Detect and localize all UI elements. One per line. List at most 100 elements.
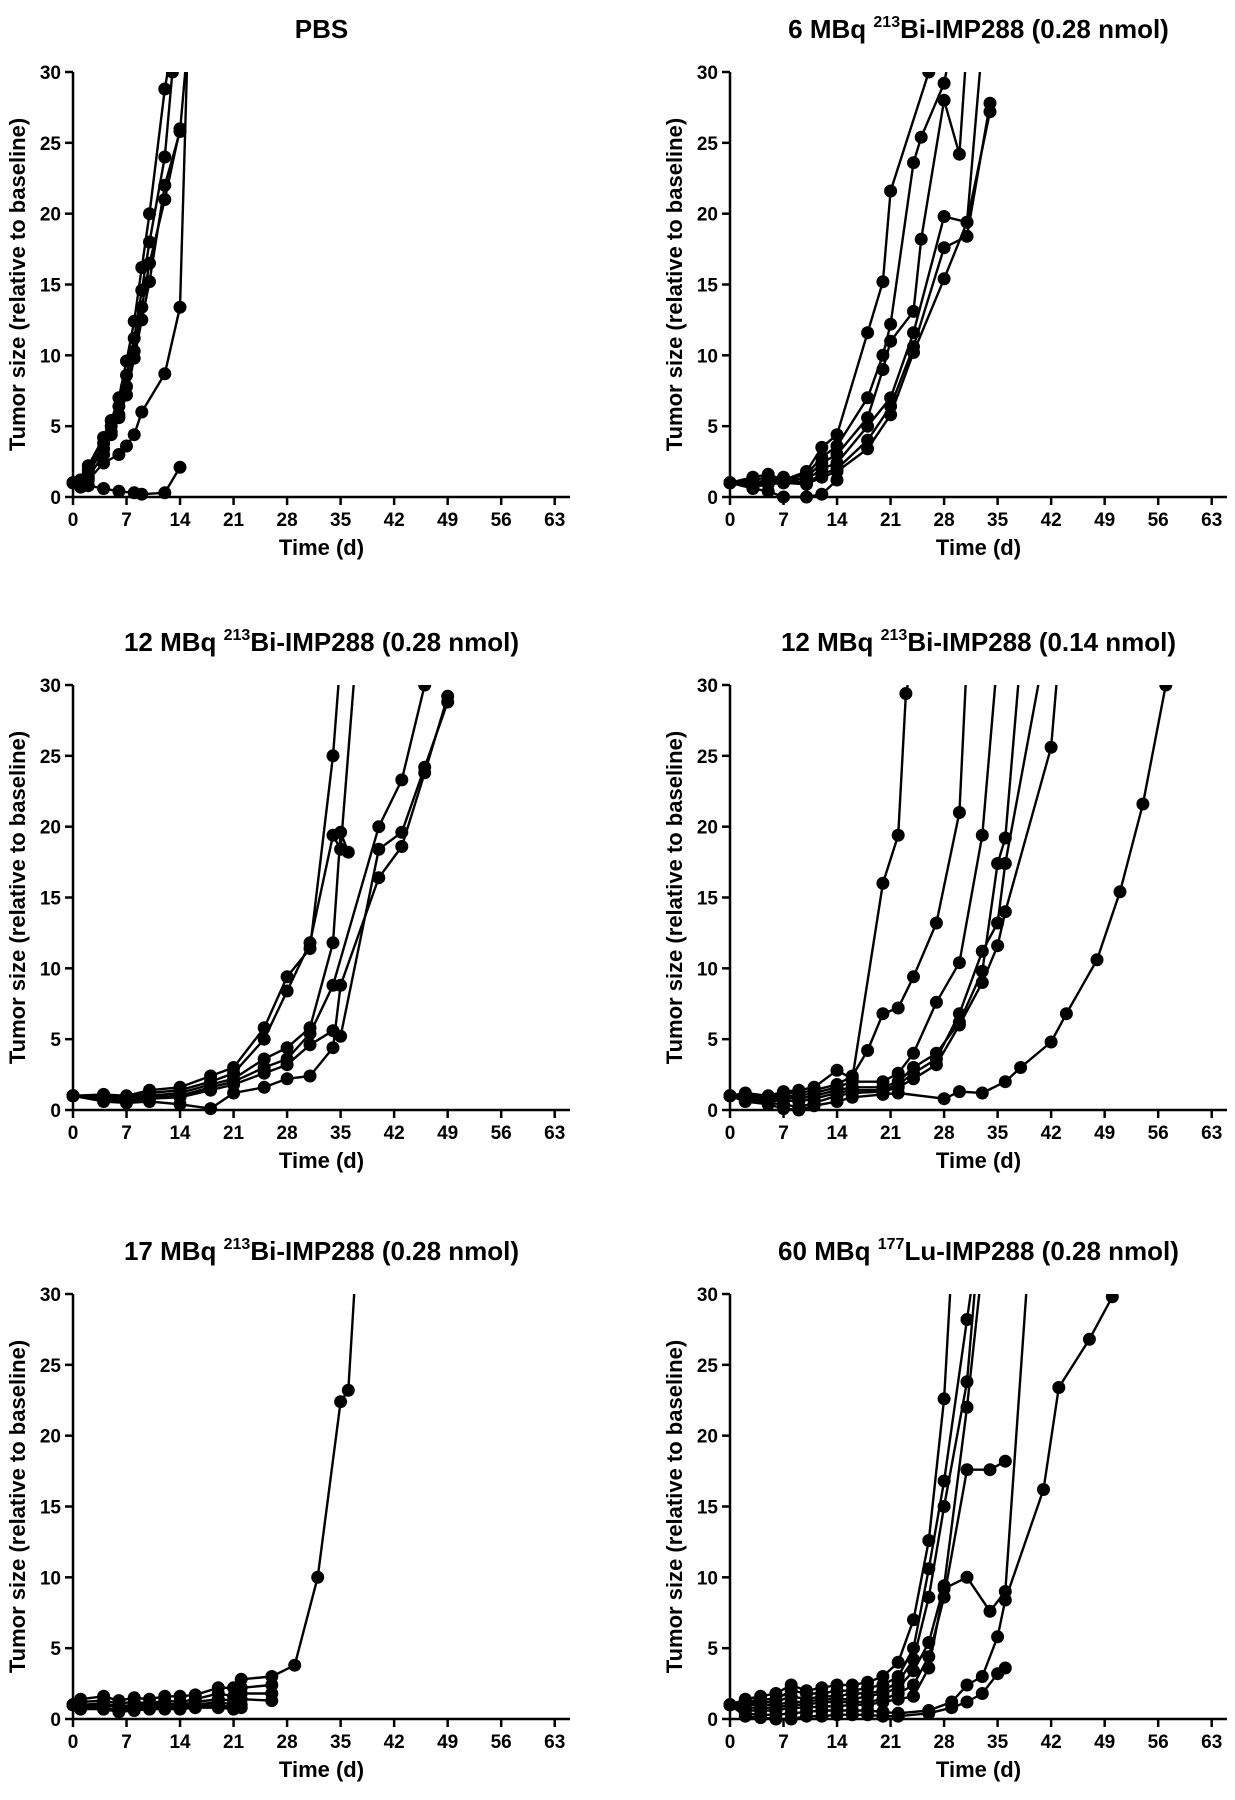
data-point (800, 1709, 813, 1723)
data-point (280, 1058, 294, 1072)
data-point (960, 1570, 974, 1584)
data-point (937, 241, 951, 255)
y-tick-label: 25 (40, 134, 62, 155)
data-point (158, 1702, 172, 1716)
data-point (991, 939, 1005, 953)
data-point (418, 766, 432, 780)
data-point (975, 976, 989, 989)
data-point (143, 1702, 156, 1716)
title-text: Bi-IMP288 (0.28 nmol) (250, 627, 519, 657)
data-point (861, 391, 875, 405)
data-point (334, 978, 348, 992)
data-point (173, 460, 187, 474)
series-line (72, 685, 340, 1098)
y-tick-label: 30 (697, 63, 718, 84)
title-superscript: 213 (224, 627, 251, 644)
title-text: 60 MBq (778, 1236, 878, 1266)
x-tick-label: 21 (223, 1732, 245, 1753)
x-tick-label: 21 (223, 1123, 245, 1144)
y-tick-label: 15 (40, 276, 62, 297)
data-point (280, 1041, 294, 1055)
data-point (97, 1095, 111, 1108)
data-point (907, 1689, 920, 1703)
data-point (135, 487, 149, 501)
data-point (1044, 1035, 1058, 1049)
series-line (729, 1460, 1006, 1709)
x-tick-label: 7 (778, 1732, 789, 1753)
y-tick-label: 0 (50, 1710, 61, 1731)
y-tick-label: 5 (50, 1030, 61, 1051)
data-point (135, 405, 149, 419)
data-point (127, 351, 141, 365)
x-tick-label: 28 (934, 1123, 955, 1144)
data-point (952, 1085, 966, 1099)
series-line (72, 831, 350, 1100)
data-point (112, 448, 126, 461)
x-tick-label: 7 (778, 1123, 789, 1144)
chart-panel-6: 0 5 10 15 20 25 30 0 7 14 21 28 35 42 49 56 63 Time (d) Tu… (662, 1236, 1227, 1782)
data-point (983, 1463, 997, 1477)
series-line (730, 685, 997, 1100)
data-point (761, 484, 775, 498)
data-point (326, 749, 340, 763)
title-text: Lu-IMP288 (0.28 nmol) (904, 1236, 1179, 1266)
data-point (769, 1712, 783, 1726)
data-point (173, 1702, 187, 1716)
data-point (334, 1395, 348, 1409)
x-tick-label: 28 (934, 1732, 955, 1753)
data-point (81, 479, 95, 493)
data-point (876, 1709, 890, 1723)
y-tick-label: 0 (50, 1101, 61, 1122)
data-point (143, 1095, 156, 1108)
data-point (418, 685, 432, 692)
title-superscript: 213 (224, 1236, 251, 1253)
data-point (922, 72, 936, 79)
data-point (211, 1701, 225, 1715)
data-point (280, 1072, 294, 1086)
data-point (1136, 797, 1150, 811)
y-tick-label: 20 (697, 205, 718, 226)
series-group (66, 72, 189, 501)
data-point (983, 1604, 997, 1618)
data-point (998, 1661, 1012, 1675)
x-tick-label: 63 (544, 1123, 565, 1144)
x-tick-label: 63 (1201, 1732, 1222, 1753)
x-tick-label: 21 (880, 1123, 902, 1144)
x-tick-label: 42 (384, 1123, 405, 1144)
x-tick-label: 35 (330, 1732, 352, 1753)
data-point (876, 1087, 890, 1101)
y-tick-label: 0 (707, 1710, 718, 1731)
x-tick-label: 42 (1041, 1123, 1062, 1144)
data-point (97, 482, 111, 495)
data-point (1159, 685, 1173, 692)
title-text: 12 MBq (124, 627, 224, 657)
data-point (74, 1702, 88, 1716)
y-tick-label: 25 (697, 747, 719, 768)
data-point (165, 72, 179, 79)
data-point (66, 1089, 80, 1103)
x-tick-label: 49 (437, 510, 458, 531)
series-line (729, 685, 909, 1098)
data-point (952, 806, 966, 819)
data-point (1014, 1061, 1028, 1074)
y-tick-label: 10 (697, 959, 718, 980)
data-point (861, 326, 875, 340)
series-line (729, 1296, 1114, 1717)
data-point (815, 470, 829, 484)
data-point (303, 1038, 317, 1052)
x-tick-label: 14 (169, 1732, 191, 1753)
data-point (173, 300, 187, 314)
series-line (72, 701, 449, 1103)
data-point (807, 1099, 821, 1113)
title-text: Bi-IMP288 (0.28 nmol) (250, 1236, 519, 1266)
data-point (907, 156, 920, 170)
y-tick-label: 0 (50, 488, 61, 509)
x-tick-label: 0 (68, 1732, 79, 1753)
data-point (952, 1018, 966, 1032)
data-point (104, 428, 118, 442)
series-line (72, 685, 426, 1102)
data-point (845, 1090, 859, 1104)
data-point (998, 857, 1012, 870)
y-tick-label: 5 (707, 1639, 718, 1660)
data-point (723, 476, 737, 490)
